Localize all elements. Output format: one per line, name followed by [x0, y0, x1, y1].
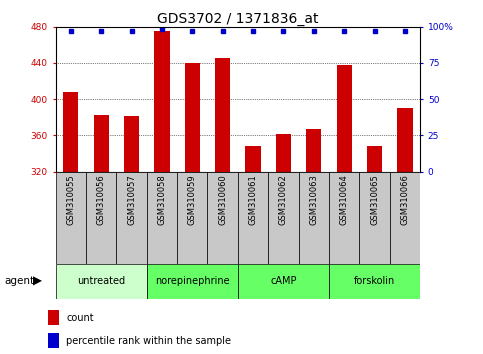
Bar — [298, 172, 329, 264]
Bar — [390, 172, 420, 264]
Bar — [86, 172, 116, 264]
Bar — [147, 172, 177, 264]
Bar — [63, 92, 78, 172]
Text: ▶: ▶ — [33, 275, 42, 288]
Text: GSM310062: GSM310062 — [279, 175, 288, 225]
Bar — [208, 172, 238, 264]
Bar — [124, 116, 139, 172]
Bar — [268, 172, 298, 264]
Text: GSM310060: GSM310060 — [218, 175, 227, 225]
Bar — [329, 264, 420, 299]
Bar — [359, 172, 390, 264]
Bar — [329, 172, 359, 264]
Text: GSM310064: GSM310064 — [340, 175, 349, 225]
Title: GDS3702 / 1371836_at: GDS3702 / 1371836_at — [157, 12, 319, 25]
Bar — [147, 264, 238, 299]
Text: GSM310058: GSM310058 — [157, 175, 167, 225]
Text: GSM310056: GSM310056 — [97, 175, 106, 225]
Bar — [56, 172, 86, 264]
Bar — [177, 172, 208, 264]
Bar — [367, 146, 382, 172]
Text: GSM310057: GSM310057 — [127, 175, 136, 225]
Bar — [94, 115, 109, 172]
Bar — [154, 31, 170, 172]
Text: agent: agent — [5, 276, 35, 286]
Text: GSM310061: GSM310061 — [249, 175, 257, 225]
Bar — [337, 65, 352, 172]
Text: GSM310066: GSM310066 — [400, 175, 410, 225]
Bar — [185, 63, 200, 172]
Bar — [116, 172, 147, 264]
Bar — [56, 264, 147, 299]
Bar — [238, 172, 268, 264]
Text: cAMP: cAMP — [270, 276, 297, 286]
Text: GSM310059: GSM310059 — [188, 175, 197, 225]
Text: untreated: untreated — [77, 276, 125, 286]
Text: percentile rank within the sample: percentile rank within the sample — [66, 336, 231, 346]
Text: GSM310065: GSM310065 — [370, 175, 379, 225]
Bar — [215, 58, 230, 172]
Bar — [245, 146, 261, 172]
Bar — [276, 133, 291, 172]
Bar — [306, 129, 322, 172]
Text: GSM310063: GSM310063 — [309, 175, 318, 225]
Text: count: count — [66, 313, 94, 322]
Text: forskolin: forskolin — [354, 276, 395, 286]
Text: GSM310055: GSM310055 — [66, 175, 75, 225]
Text: norepinephrine: norepinephrine — [155, 276, 229, 286]
Bar — [398, 108, 412, 172]
Bar — [238, 264, 329, 299]
